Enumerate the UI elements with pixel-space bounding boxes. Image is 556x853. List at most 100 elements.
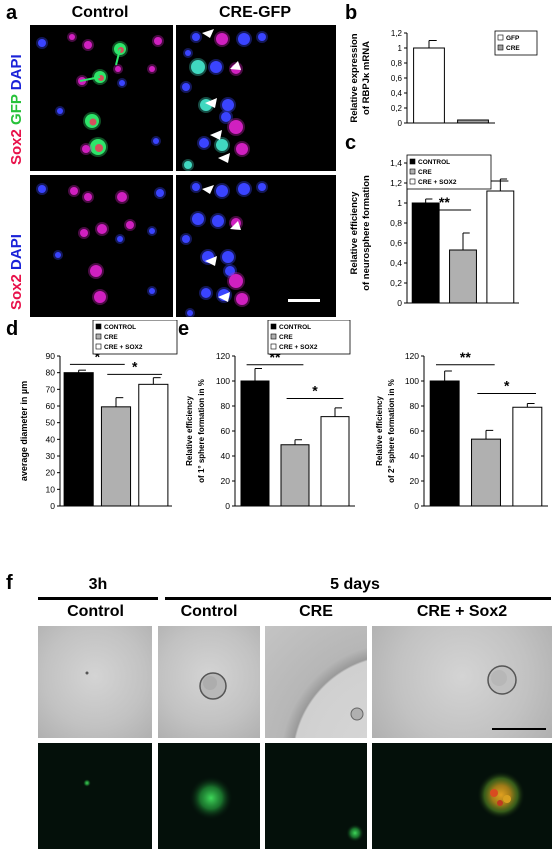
- panel-label-a: a: [6, 2, 18, 24]
- legend-swatch: [497, 44, 504, 51]
- brightfield-5d-cre-sox2: [372, 626, 552, 738]
- fluor-spot: [490, 789, 498, 797]
- scale-bar: [288, 299, 320, 302]
- cell: [38, 185, 46, 193]
- bar: [320, 416, 350, 507]
- cell: [126, 221, 134, 229]
- arrowhead: [230, 221, 241, 230]
- fluor-3h-control: [38, 743, 152, 849]
- cell: [84, 193, 92, 201]
- cell: [149, 288, 155, 294]
- bar: [411, 202, 440, 304]
- cell: [222, 99, 234, 111]
- cell: [236, 293, 248, 305]
- arrowhead: [205, 256, 217, 266]
- legend-entry: CRE + SOX2: [104, 344, 143, 351]
- y-tick-label: 100: [405, 376, 419, 386]
- y-tick-label: 20: [46, 468, 56, 478]
- y-tick-label: 0: [50, 501, 55, 511]
- arrowhead: [210, 130, 222, 140]
- y-axis-label: average diameter in µm: [19, 381, 29, 481]
- legend-swatch: [270, 323, 277, 330]
- legend-swatch: [270, 333, 277, 340]
- label-dapi: DAPI: [8, 54, 25, 91]
- y-tick-label: 80: [221, 401, 231, 411]
- cell: [192, 213, 204, 225]
- panel-label-d: d: [6, 318, 19, 340]
- cell: [182, 83, 190, 91]
- group-rule-5days: [165, 597, 551, 600]
- fluor-sphere: [83, 779, 91, 787]
- bar: [471, 438, 501, 507]
- cell: [191, 60, 205, 74]
- fluor-spot: [497, 800, 503, 806]
- legend-entry: CONTROL: [279, 324, 311, 331]
- cell: [153, 138, 159, 144]
- fluor-sphere: [346, 824, 364, 842]
- y-axis-label: of neurosphere formation: [361, 175, 372, 291]
- cell: [80, 229, 88, 237]
- y-tick-label: 60: [221, 426, 231, 436]
- y-axis-label: Relative efficiency: [375, 396, 384, 466]
- chart-e1: Relative efficiency of 1° sphere formatio…: [185, 320, 355, 511]
- fluor-sphere: [477, 771, 525, 819]
- y-axis-label: Relative expression: [349, 33, 360, 122]
- panel-label-b: b: [345, 2, 358, 24]
- cell: [210, 61, 222, 73]
- label-gfp: GFP: [8, 94, 25, 125]
- cell: [238, 183, 250, 195]
- col-header-control: Control: [71, 4, 129, 21]
- legend-swatch: [409, 168, 416, 175]
- y-tick-label: 80: [46, 368, 56, 378]
- y-tick-label: 1: [397, 198, 402, 208]
- legend-swatch: [95, 343, 102, 350]
- y-axis-label: of RBPJκ mRNA: [361, 41, 372, 115]
- cell: [258, 33, 266, 41]
- label-sox2: Sox2: [8, 129, 25, 165]
- y-tick-label: 40: [221, 451, 231, 461]
- arrowhead: [230, 61, 241, 70]
- cell: [84, 41, 92, 49]
- cell: [187, 310, 193, 316]
- significance-mark: *: [504, 378, 510, 394]
- cell: [94, 291, 106, 303]
- y-tick-label: 0,6: [390, 238, 402, 248]
- legend-swatch: [497, 34, 504, 41]
- legend-entry: GFP: [506, 35, 520, 42]
- cell: [225, 266, 235, 276]
- y-tick-label: 0,4: [391, 89, 403, 98]
- y-axis-label: Relative efficiency: [185, 396, 194, 466]
- y-tick-label: 30: [46, 451, 56, 461]
- y-axis-label: Relative efficiency: [349, 191, 360, 275]
- legend-entry: CRE: [506, 45, 520, 52]
- bar: [512, 406, 543, 507]
- cell: [238, 33, 250, 45]
- f-col-header: CRE: [299, 603, 333, 620]
- y-tick-label: 1,4: [390, 158, 402, 168]
- y-tick-label: 0: [414, 501, 419, 511]
- bar: [100, 406, 132, 507]
- legend-entry: CONTROL: [104, 324, 136, 331]
- y-tick-label: 60: [46, 401, 56, 411]
- y-tick-label: 0: [398, 119, 403, 128]
- panel-label-c: c: [345, 132, 357, 154]
- fluor-spot: [503, 795, 511, 803]
- cell: [221, 112, 231, 122]
- legend-entry: CRE + SOX2: [418, 179, 457, 186]
- arrowhead: [218, 153, 230, 163]
- legend-entry: CRE: [418, 169, 432, 176]
- arrowhead: [202, 185, 214, 194]
- y-tick-label: 60: [410, 426, 420, 436]
- legend-box: [406, 154, 492, 190]
- cell: [115, 66, 121, 72]
- panel-label-f: f: [6, 572, 13, 594]
- y-tick-label: 0: [397, 298, 402, 308]
- significance-mark: *: [312, 383, 318, 399]
- legend-entry: CRE + SOX2: [279, 344, 318, 351]
- brightfield-spheres: [85, 665, 546, 730]
- cell-process: [115, 48, 121, 66]
- y-tick-label: 1: [398, 44, 403, 53]
- cell: [82, 145, 90, 153]
- y-tick-label: 0: [225, 501, 230, 511]
- y-tick-label: 0,8: [391, 59, 403, 68]
